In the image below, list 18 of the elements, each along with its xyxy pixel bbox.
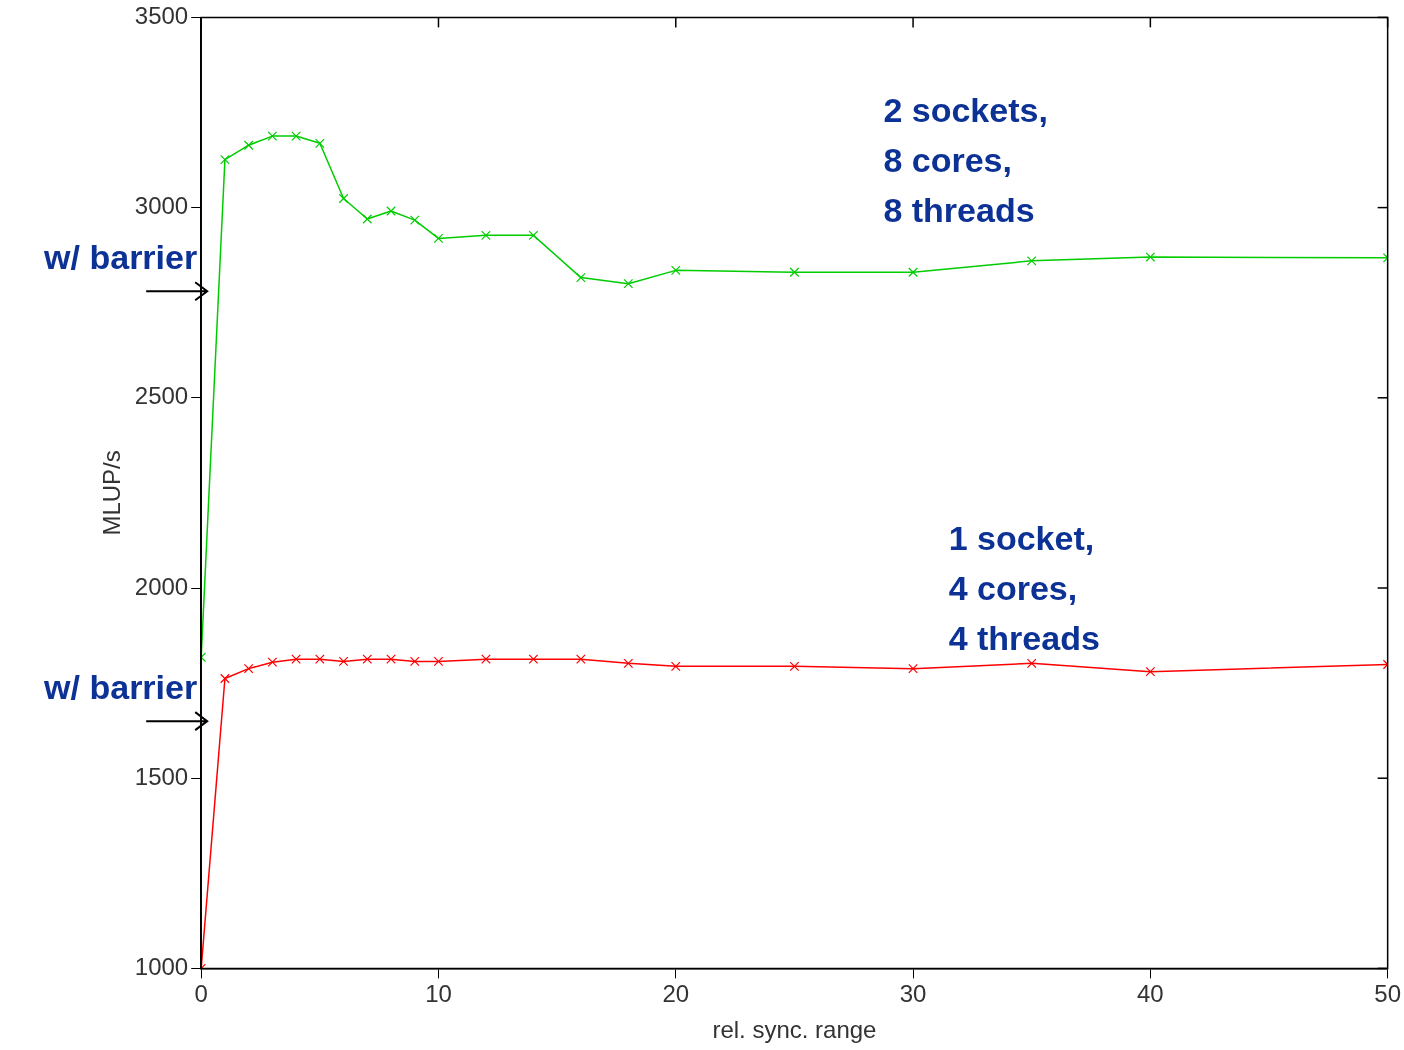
y-tick-label: 1500 bbox=[134, 762, 189, 790]
series-label: 1 socket, 4 cores, 4 threads bbox=[948, 518, 1100, 657]
annotation: w/ barrier bbox=[43, 238, 198, 277]
x-tick-label: 0 bbox=[194, 980, 208, 1008]
annotation: w/ barrier bbox=[43, 668, 198, 707]
x-tick-label: 10 bbox=[425, 980, 452, 1008]
y-tick-label: 3500 bbox=[134, 2, 189, 30]
x-tick-label: 30 bbox=[899, 980, 927, 1008]
x-axis-title: rel. sync. range bbox=[712, 1016, 877, 1044]
y-tick-label: 2500 bbox=[134, 382, 189, 410]
x-tick-label: 50 bbox=[1374, 980, 1401, 1008]
y-tick-label: 3000 bbox=[134, 192, 189, 220]
x-tick-label: 20 bbox=[662, 980, 690, 1008]
series-label: 2 sockets, 8 cores, 8 threads bbox=[883, 90, 1048, 229]
y-tick-label: 2000 bbox=[134, 572, 189, 600]
y-tick-label: 1000 bbox=[134, 953, 189, 981]
x-tick-label: 40 bbox=[1137, 980, 1164, 1008]
y-axis-title: MLUP/s bbox=[98, 450, 126, 536]
